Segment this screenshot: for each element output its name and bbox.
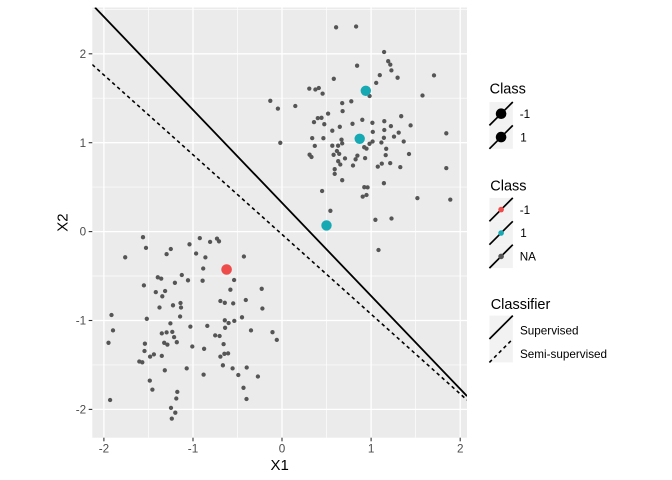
svg-text:Supervised: Supervised	[520, 325, 578, 338]
svg-text:2: 2	[80, 48, 87, 61]
svg-text:0: 0	[279, 443, 286, 456]
svg-text:1: 1	[520, 131, 527, 144]
svg-text:1: 1	[520, 227, 527, 240]
svg-text:2: 2	[457, 443, 464, 456]
svg-text:-1: -1	[520, 108, 530, 121]
svg-text:X2: X2	[55, 213, 72, 231]
svg-text:-2: -2	[99, 443, 109, 456]
svg-text:X1: X1	[271, 457, 289, 474]
svg-text:1: 1	[368, 443, 375, 456]
svg-text:Classifier: Classifier	[491, 297, 551, 313]
svg-text:-1: -1	[520, 204, 530, 217]
svg-text:Class: Class	[490, 178, 526, 194]
svg-text:Semi-supervised: Semi-supervised	[520, 348, 607, 361]
svg-text:Class: Class	[490, 81, 526, 97]
svg-text:-1: -1	[188, 443, 198, 456]
svg-text:NA: NA	[520, 251, 536, 264]
svg-text:-1: -1	[76, 315, 86, 328]
svg-text:1: 1	[80, 137, 87, 150]
svg-text:-2: -2	[76, 404, 86, 417]
svg-text:0: 0	[80, 226, 87, 239]
